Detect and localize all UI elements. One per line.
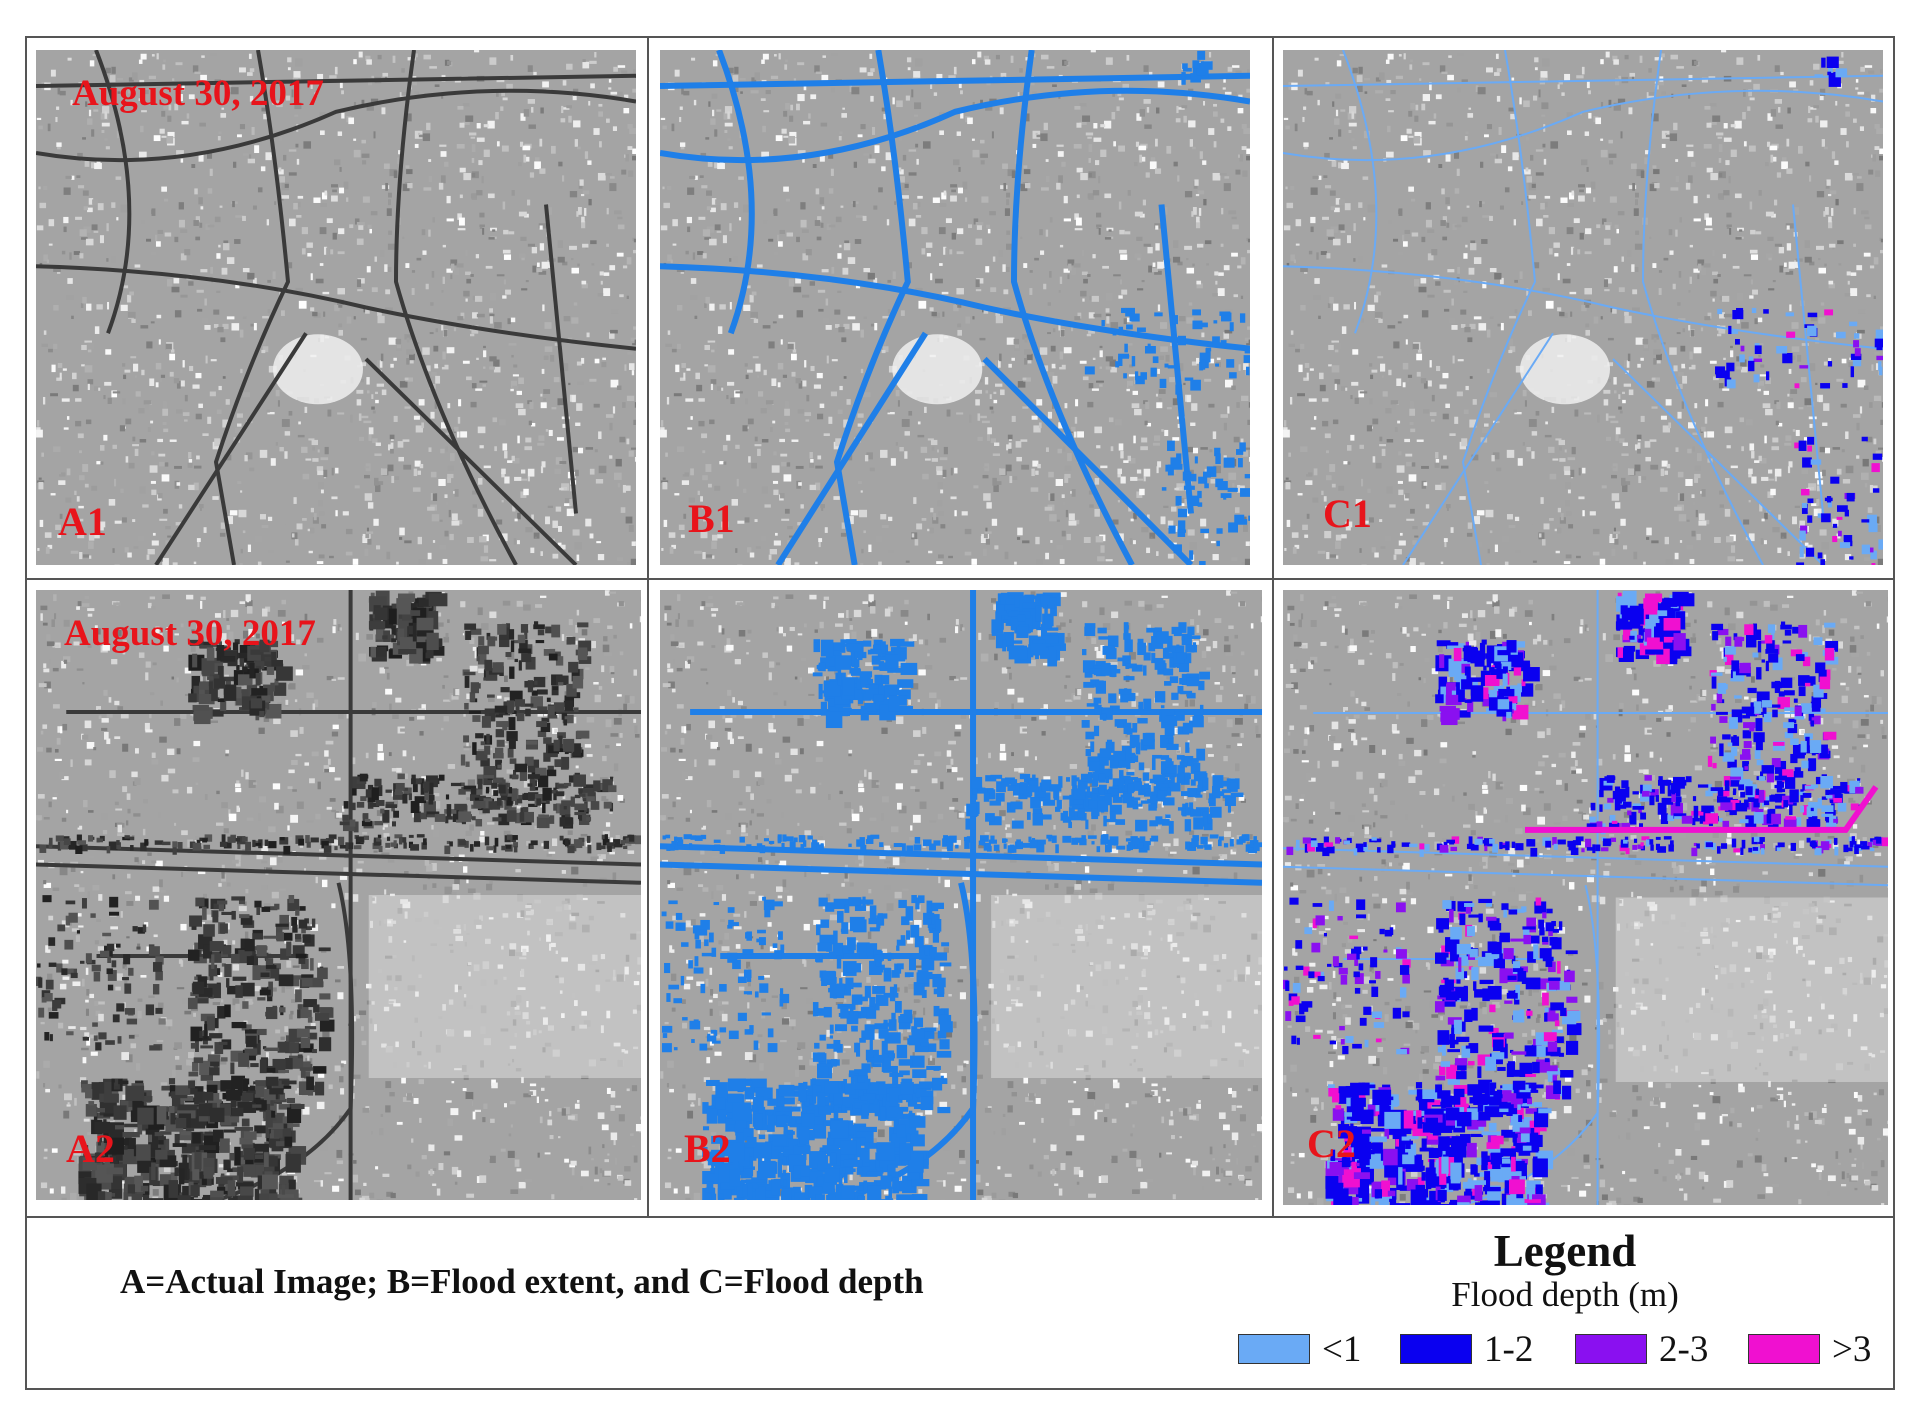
panel-label-c1: C1 [1323,491,1372,536]
panel-label-b1: B1 [688,496,735,541]
date-label-a2: August 30, 2017 [64,613,316,654]
panel-label-c2: C2 [1307,1121,1356,1166]
panel-c2-flood-depth: C2 [1283,590,1888,1205]
map-image-a1 [36,50,636,565]
date-label-a1: August 30, 2017 [72,73,324,114]
legend-swatch-gt3 [1748,1334,1820,1364]
panel-label-a1: A1 [58,499,107,544]
grid-divider-h1 [27,578,1893,580]
legend-swatch-1-2 [1400,1334,1472,1364]
panel-c1-flood-depth: C1 [1283,50,1883,565]
legend-label-1-2: 1-2 [1484,1329,1534,1370]
legend-label-gt3: >3 [1832,1329,1872,1370]
panel-b1-flood-extent: B1 [660,50,1250,565]
panel-label-a2: A2 [66,1126,115,1171]
map-image-b1 [660,50,1250,565]
panel-a2-actual-image: August 30, 2017 A2 [36,590,641,1200]
map-image-a2 [36,590,641,1200]
legend-swatch-2-3 [1575,1334,1647,1364]
legend-swatch-lt1 [1238,1334,1310,1364]
grid-divider-v1 [647,38,649,1218]
legend-label-2-3: 2-3 [1659,1329,1709,1370]
figure-caption: A=Actual Image; B=Flood extent, and C=Fl… [120,1262,924,1301]
map-image-b2 [660,590,1262,1200]
legend-title: Legend [1493,1226,1637,1276]
map-image-c2 [1283,590,1888,1205]
panel-a1-actual-image: August 30, 2017 A1 [36,50,636,565]
legend-subtitle: Flood depth (m) [1451,1275,1679,1314]
grid-divider-v2 [1272,38,1274,1218]
panel-label-b2: B2 [684,1126,731,1171]
panel-b2-flood-extent: B2 [660,590,1262,1200]
legend-label-lt1: <1 [1322,1329,1362,1370]
grid-divider-h2 [27,1216,1893,1218]
map-image-c1 [1283,50,1883,565]
